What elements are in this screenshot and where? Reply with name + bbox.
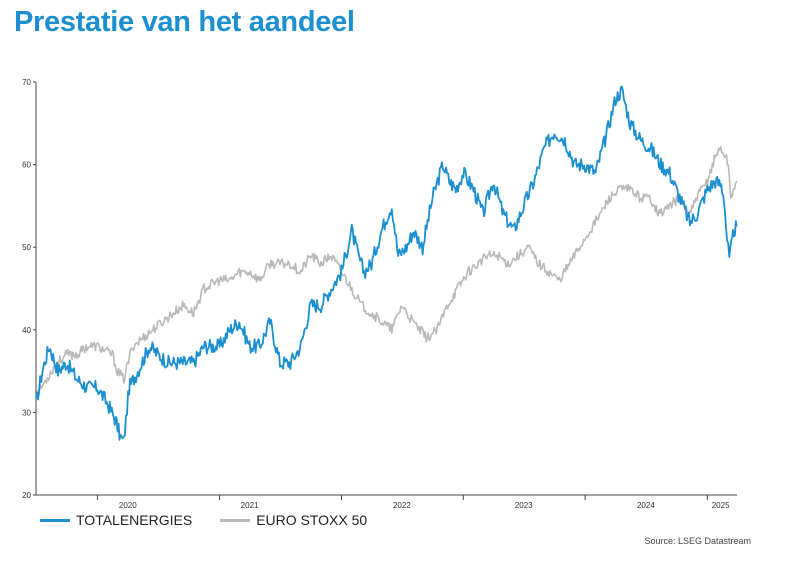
- series-line-totalenergies: [35, 85, 738, 441]
- legend-label-totalenergies: TOTALENERGIES: [76, 512, 193, 528]
- y-tick-label: 20: [22, 491, 31, 500]
- y-tick-label: 40: [22, 326, 31, 335]
- page-title: Prestatie van het aandeel: [14, 6, 355, 38]
- y-tick-label: 30: [22, 408, 31, 417]
- y-tick-label: 70: [22, 78, 31, 87]
- x-tick-label: 2025: [712, 501, 730, 510]
- x-tick-label: 2024: [637, 501, 655, 510]
- y-tick-label: 50: [22, 243, 31, 252]
- y-tick-label: 60: [22, 161, 31, 170]
- x-tick-label: 2023: [515, 501, 533, 510]
- legend-item-euro-stoxx: EURO STOXX 50: [220, 512, 367, 528]
- x-tick-label: 2020: [119, 501, 137, 510]
- series-line-euro-stoxx: [35, 145, 738, 400]
- source-note: Source: LSEG Datastream: [644, 536, 751, 546]
- chart-legend: TOTALENERGIES EURO STOXX 50: [40, 512, 395, 528]
- legend-swatch-euro-stoxx: [220, 518, 251, 522]
- legend-label-euro-stoxx: EURO STOXX 50: [256, 512, 368, 528]
- x-tick-label: 2022: [393, 501, 411, 510]
- legend-item-totalenergies: TOTALENERGIES: [40, 512, 192, 528]
- x-tick-label: 2021: [241, 501, 259, 510]
- legend-swatch-totalenergies: [40, 518, 70, 522]
- chart-axes: 20 30 40 50 60 70 2020 2021 2022 2023 2024 2025: [22, 78, 737, 510]
- chart-series: [35, 85, 738, 441]
